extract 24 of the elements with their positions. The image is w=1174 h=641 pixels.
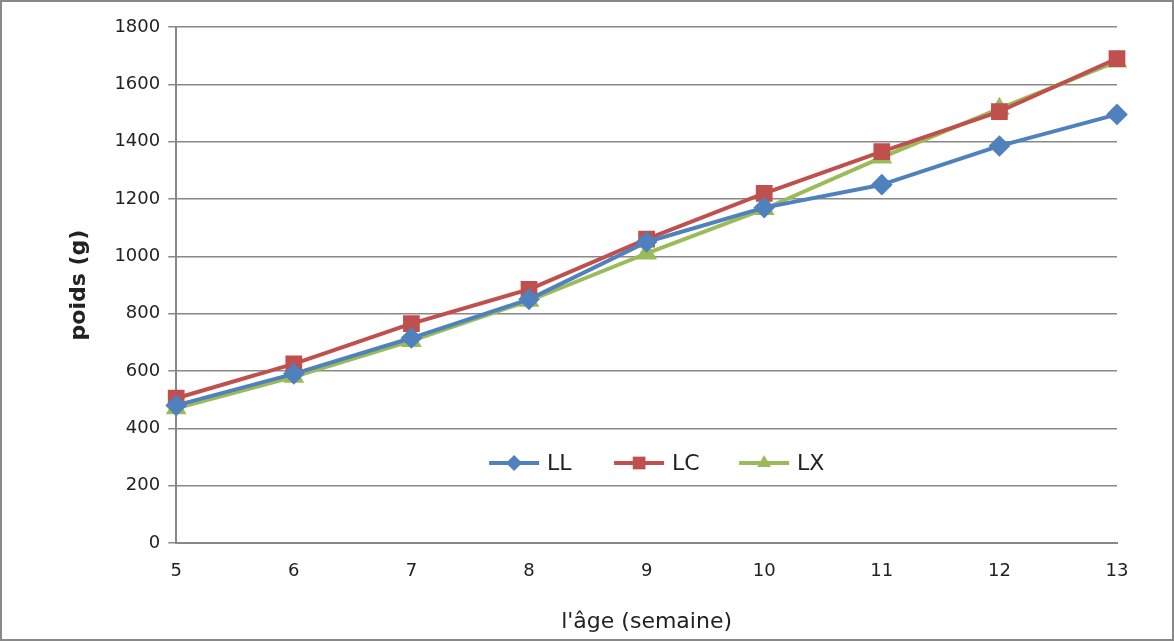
legend-label: LC [672,449,700,475]
x-tick-label: 10 [752,559,776,581]
y-axis-title: poids (g) [64,229,90,341]
legend-label: LX [797,449,825,475]
y-tick-label: 0 [148,530,161,552]
x-tick-label: 12 [987,559,1011,581]
y-tick-label: 600 [125,358,161,380]
x-tick-label: 5 [170,559,182,581]
y-tick-label: 1000 [114,244,161,266]
legend-label: LL [547,449,573,475]
x-tick-label: 9 [640,559,653,581]
x-tick-label: 7 [405,559,418,581]
y-tick-label: 200 [125,473,161,495]
x-tick-label: 13 [1105,559,1129,581]
x-tick-label: 8 [523,559,535,581]
y-tick-label: 1400 [114,129,161,151]
y-tick-label: 800 [125,301,161,323]
y-tick-label: 400 [125,416,161,438]
y-tick-label: 1200 [114,186,161,208]
x-tick-label: 6 [288,559,300,581]
y-tick-label: 1800 [114,14,161,36]
x-tick-label: 11 [870,559,894,581]
x-axis-title: l'âge (semaine) [561,607,733,633]
y-tick-label: 1600 [114,72,161,94]
